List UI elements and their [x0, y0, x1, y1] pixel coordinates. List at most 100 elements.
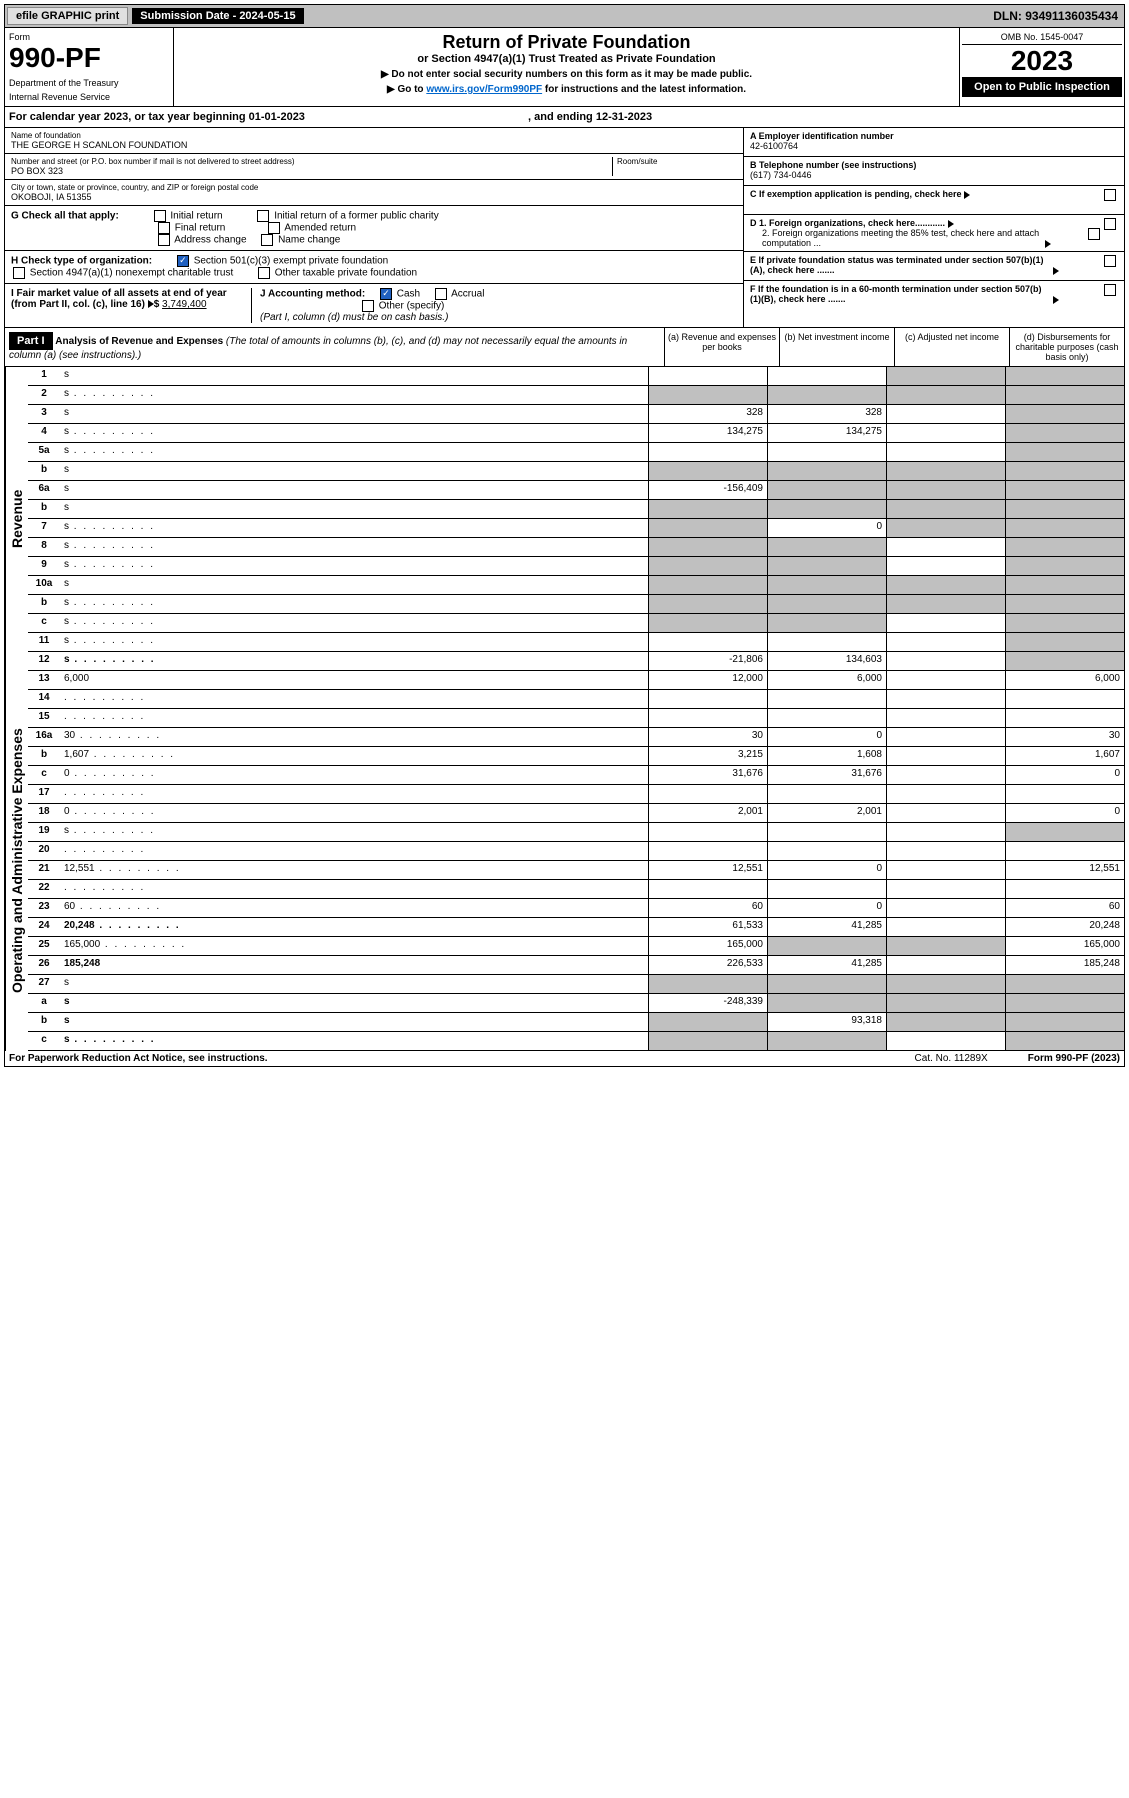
value-cell-d: 1,607 — [1005, 747, 1124, 765]
value-cell-a — [648, 519, 767, 537]
value-cell-b: 0 — [767, 519, 886, 537]
h-label: H Check type of organization: — [11, 256, 152, 267]
table-row: 10as — [28, 576, 1124, 595]
value-cell-b — [767, 481, 886, 499]
value-cell-a — [648, 709, 767, 727]
efile-print-button[interactable]: efile GRAPHIC print — [7, 7, 128, 25]
value-cell-d — [1005, 785, 1124, 803]
e-checkbox[interactable] — [1104, 255, 1116, 267]
value-cell-b — [767, 1032, 886, 1050]
address: PO BOX 323 — [11, 166, 612, 176]
name-change-checkbox[interactable] — [261, 234, 273, 246]
value-cell-d — [1005, 842, 1124, 860]
dept-irs: Internal Revenue Service — [9, 92, 169, 102]
cash-checkbox[interactable] — [380, 288, 392, 300]
goto-suffix: for instructions and the latest informat… — [545, 84, 746, 95]
e-cell: E If private foundation status was termi… — [744, 252, 1124, 281]
j-other: Other (specify) — [379, 301, 445, 312]
line-description: 165,000 — [60, 937, 648, 955]
line-description: 12,551 — [60, 861, 648, 879]
line-number: 5a — [28, 443, 60, 461]
value-cell-d: 30 — [1005, 728, 1124, 746]
address-cell: Number and street (or P.O. box number if… — [5, 154, 743, 180]
calendar-year-row: For calendar year 2023, or tax year begi… — [4, 107, 1125, 128]
value-cell-a — [648, 367, 767, 385]
part1-title: Analysis of Revenue and Expenses — [55, 336, 223, 347]
value-cell-c — [886, 937, 1005, 955]
initial-former-checkbox[interactable] — [257, 210, 269, 222]
d1-checkbox[interactable] — [1104, 218, 1116, 230]
paperwork-notice: For Paperwork Reduction Act Notice, see … — [9, 1053, 268, 1064]
c-cell: C If exemption application is pending, c… — [744, 186, 1124, 215]
line-number: 3 — [28, 405, 60, 423]
value-cell-c — [886, 899, 1005, 917]
table-row: bs93,318 — [28, 1013, 1124, 1032]
value-cell-b — [767, 633, 886, 651]
info-left: Name of foundation THE GEORGE H SCANLON … — [5, 128, 743, 327]
tax-year: 2023 — [962, 45, 1122, 77]
initial-return-checkbox[interactable] — [154, 210, 166, 222]
final-return-checkbox[interactable] — [158, 222, 170, 234]
value-cell-c — [886, 424, 1005, 442]
line-description: 1,607 — [60, 747, 648, 765]
accrual-checkbox[interactable] — [435, 288, 447, 300]
d2-checkbox[interactable] — [1088, 228, 1100, 240]
line-description: s — [60, 652, 648, 670]
table-row: 12s-21,806134,603 — [28, 652, 1124, 671]
table-row: 136,00012,0006,0006,000 — [28, 671, 1124, 690]
line-description: 0 — [60, 804, 648, 822]
ein-label: A Employer identification number — [750, 131, 894, 141]
value-cell-c — [886, 576, 1005, 594]
form-subtitle: or Section 4947(a)(1) Trust Treated as P… — [178, 53, 955, 65]
value-cell-d — [1005, 975, 1124, 993]
value-cell-b — [767, 443, 886, 461]
amended-return-checkbox[interactable] — [268, 222, 280, 234]
value-cell-d — [1005, 557, 1124, 575]
value-cell-b — [767, 386, 886, 404]
open-public-badge: Open to Public Inspection — [962, 77, 1122, 97]
line-number: b — [28, 595, 60, 613]
f-cell: F If the foundation is in a 60-month ter… — [744, 281, 1124, 309]
value-cell-d — [1005, 595, 1124, 613]
table-row: 17 — [28, 785, 1124, 804]
value-cell-a: 60 — [648, 899, 767, 917]
4947a1-checkbox[interactable] — [13, 267, 25, 279]
line-description — [60, 880, 648, 898]
value-cell-b: 31,676 — [767, 766, 886, 784]
line-number: 6a — [28, 481, 60, 499]
header-left: Form 990-PF Department of the Treasury I… — [5, 28, 174, 106]
value-cell-a — [648, 500, 767, 518]
other-method-checkbox[interactable] — [362, 300, 374, 312]
c-checkbox[interactable] — [1104, 189, 1116, 201]
f-checkbox[interactable] — [1104, 284, 1116, 296]
table-row: bs — [28, 462, 1124, 481]
table-row: 4s134,275134,275 — [28, 424, 1124, 443]
cat-number: Cat. No. 11289X — [915, 1053, 988, 1064]
line-description: s — [60, 633, 648, 651]
line-description: s — [60, 538, 648, 556]
form-header: Form 990-PF Department of the Treasury I… — [4, 28, 1125, 107]
irs-link[interactable]: www.irs.gov/Form990PF — [426, 84, 542, 95]
value-cell-d — [1005, 633, 1124, 651]
value-cell-a — [648, 614, 767, 632]
line-description — [60, 690, 648, 708]
value-cell-a: 2,001 — [648, 804, 767, 822]
line-description: 0 — [60, 766, 648, 784]
line-number: 2 — [28, 386, 60, 404]
value-cell-b: 1,608 — [767, 747, 886, 765]
cal-mid: , and ending — [528, 111, 596, 123]
501c3-checkbox[interactable] — [177, 255, 189, 267]
omb-number: OMB No. 1545-0047 — [962, 30, 1122, 45]
address-change-checkbox[interactable] — [158, 234, 170, 246]
info-right: A Employer identification number 42-6100… — [743, 128, 1124, 327]
value-cell-a — [648, 386, 767, 404]
other-taxable-checkbox[interactable] — [258, 267, 270, 279]
line-number: a — [28, 994, 60, 1012]
value-cell-a — [648, 595, 767, 613]
line-description: s — [60, 519, 648, 537]
j-label: J Accounting method: — [260, 289, 365, 300]
line-number: 22 — [28, 880, 60, 898]
line-number: 16a — [28, 728, 60, 746]
name-cell: Name of foundation THE GEORGE H SCANLON … — [5, 128, 743, 154]
value-cell-d — [1005, 652, 1124, 670]
